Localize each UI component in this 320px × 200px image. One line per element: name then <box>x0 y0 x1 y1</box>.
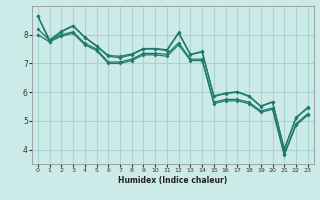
X-axis label: Humidex (Indice chaleur): Humidex (Indice chaleur) <box>118 176 228 185</box>
